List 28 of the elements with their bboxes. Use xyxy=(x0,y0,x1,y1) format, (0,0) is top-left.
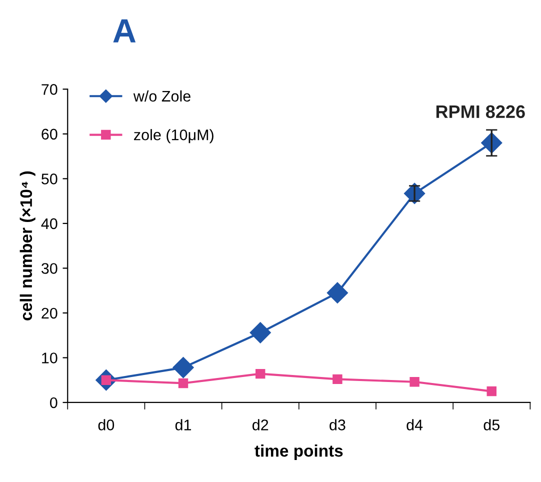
point xyxy=(178,378,188,388)
y-tick-label: 20 xyxy=(42,308,58,319)
y-tick-label: 60 xyxy=(42,128,58,140)
point xyxy=(326,282,348,304)
y-axis-title: cell number (×10⁴ ) xyxy=(20,171,36,320)
x-tick-label: d0 xyxy=(98,419,114,430)
point xyxy=(410,377,420,387)
text: RPMI 8226 xyxy=(436,105,525,118)
legend-label: zole (10μM) xyxy=(134,129,214,144)
legend-label: w/o Zole xyxy=(133,90,190,102)
x-tick-label: d3 xyxy=(330,419,346,430)
x-axis-title: time points xyxy=(254,444,343,460)
text: A xyxy=(113,19,136,42)
y-tick-label: 0 xyxy=(50,397,58,408)
point xyxy=(255,368,266,379)
x-tick-label: d4 xyxy=(406,419,423,430)
x-tick-label: d1 xyxy=(175,419,192,430)
point xyxy=(172,357,194,378)
point xyxy=(332,374,342,384)
point xyxy=(250,322,271,344)
point xyxy=(486,386,496,396)
y-tick-label: 10 xyxy=(42,352,58,364)
y-tick-label: 30 xyxy=(41,263,58,274)
y-tick-label: 50 xyxy=(42,174,58,184)
y-tick-label: 70 xyxy=(42,84,58,95)
y-tick-label: 40 xyxy=(41,218,58,230)
x-tick-label: d5 xyxy=(484,419,500,430)
x-tick-label: d2 xyxy=(252,419,268,430)
